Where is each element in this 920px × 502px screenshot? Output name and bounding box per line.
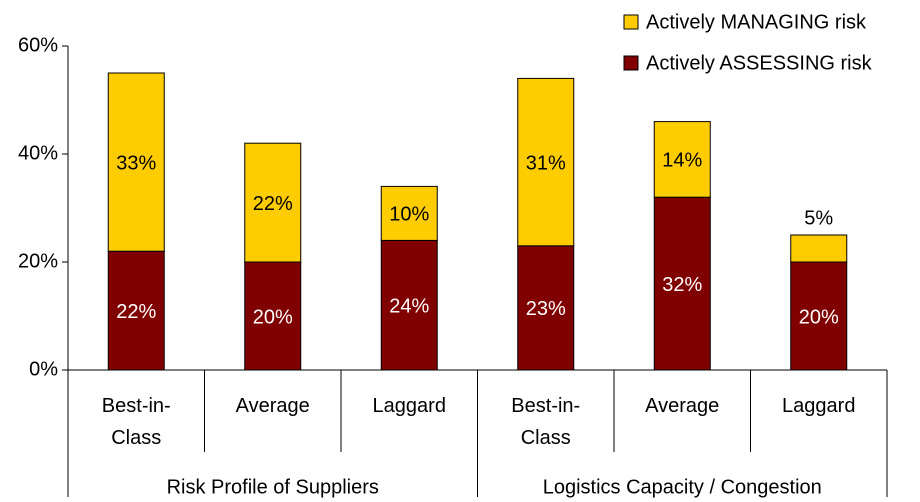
- y-tick-label: 0%: [29, 358, 58, 380]
- legend-swatch: [623, 14, 639, 30]
- x-tick-label: Best-in-Class: [511, 395, 581, 449]
- data-label: 24%: [389, 295, 429, 317]
- y-tick-label: 40%: [18, 142, 58, 164]
- bar-segment: [653, 196, 711, 371]
- legend-swatch: [623, 55, 639, 71]
- group-label: Logistics Capacity / Congestion: [543, 476, 822, 498]
- bar-segment: [517, 77, 575, 247]
- data-label: 31%: [526, 152, 566, 174]
- data-label: 33%: [116, 152, 156, 174]
- x-tick-label: Laggard: [372, 395, 446, 417]
- bar-segment: [107, 72, 165, 252]
- bar-segment: [517, 245, 575, 371]
- data-label: 32%: [662, 274, 702, 296]
- data-label: 22%: [253, 193, 293, 215]
- y-tick-label: 60%: [18, 34, 58, 56]
- x-tick-label: Laggard: [782, 395, 856, 417]
- data-label: 20%: [253, 306, 293, 328]
- x-tick-label: Average: [235, 395, 310, 417]
- bar-segment: [790, 234, 848, 263]
- bar-segment: [380, 185, 438, 241]
- group-label: Risk Profile of Suppliers: [167, 476, 379, 498]
- data-label: 23%: [526, 298, 566, 320]
- data-label: 5%: [804, 207, 833, 229]
- x-tick-label: Average: [645, 395, 720, 417]
- bar-segment: [380, 239, 438, 371]
- bar-segment: [244, 142, 302, 263]
- legend-label: Actively ASSESSING risk: [646, 52, 873, 74]
- bar-segment: [790, 261, 848, 371]
- legend-label: Actively MANAGING risk: [646, 11, 867, 33]
- data-label: 10%: [389, 204, 429, 226]
- bar-segment: [653, 121, 711, 198]
- x-tick-label: Best-in-Class: [101, 395, 171, 449]
- bar-segment: [107, 250, 165, 371]
- data-label: 14%: [662, 150, 702, 172]
- y-tick-label: 20%: [18, 250, 58, 272]
- data-label: 20%: [799, 306, 839, 328]
- data-label: 22%: [116, 301, 156, 323]
